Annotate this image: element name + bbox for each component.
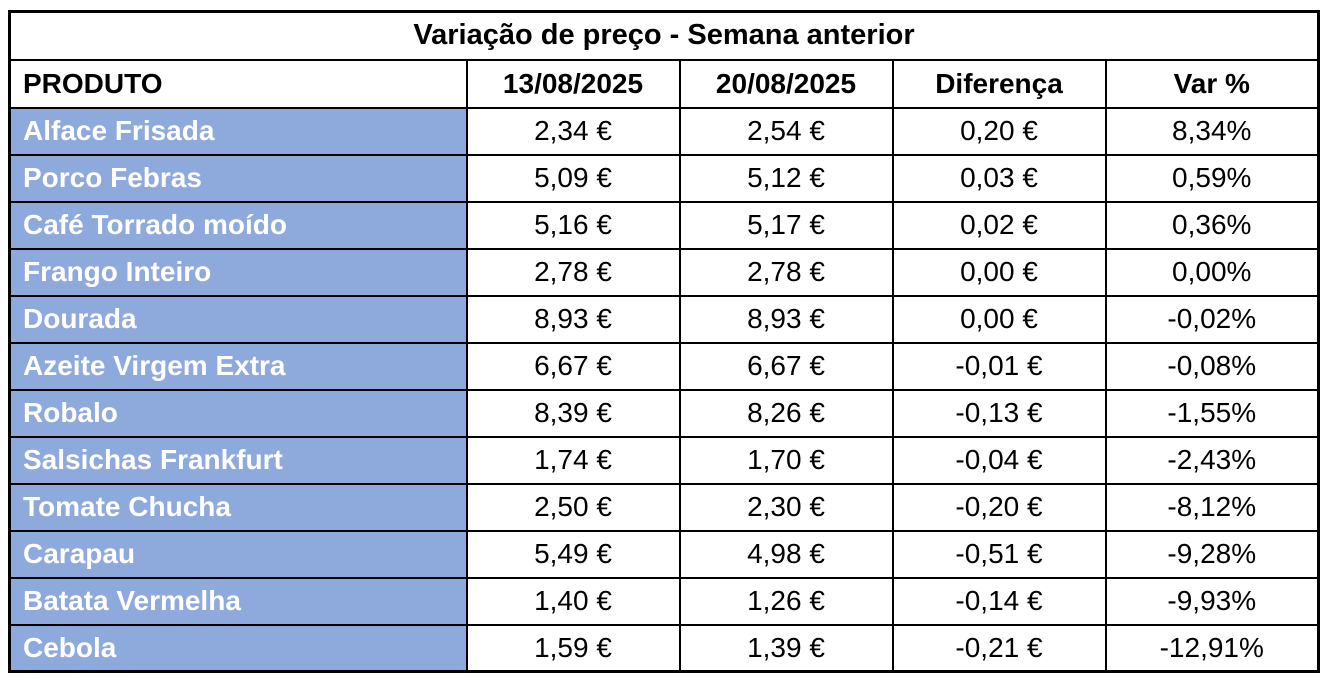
table-row: Tomate Chucha 2,50 € 2,30 € -0,20 € -8,1… [8,482,1320,532]
product-name-cell: Carapau [8,529,468,579]
difference-cell: -0,13 € [891,388,1107,438]
price-week1-cell: 5,09 € [465,153,681,203]
table-row: Carapau 5,49 € 4,98 € -0,51 € -9,28% [8,529,1320,579]
table-row: Dourada 8,93 € 8,93 € 0,00 € -0,02% [8,294,1320,344]
price-week1-cell: 1,74 € [465,435,681,485]
price-week1-cell: 2,78 € [465,247,681,297]
price-week2-cell: 2,30 € [678,482,894,532]
var-percent-cell: -0,02% [1104,294,1320,344]
table-body: Alface Frisada 2,34 € 2,54 € 0,20 € 8,34… [8,106,1320,673]
product-name-cell: Azeite Virgem Extra [8,341,468,391]
price-variation-table-container: Variação de preço - Semana anterior PROD… [8,10,1320,673]
price-variation-table: Variação de preço - Semana anterior PROD… [8,10,1320,673]
table-row: Azeite Virgem Extra 6,67 € 6,67 € -0,01 … [8,341,1320,391]
price-week1-cell: 2,50 € [465,482,681,532]
price-week2-cell: 1,26 € [678,576,894,626]
var-percent-cell: -1,55% [1104,388,1320,438]
product-name-cell: Café Torrado moído [8,200,468,250]
price-week1-cell: 2,34 € [465,106,681,156]
difference-cell: 0,00 € [891,294,1107,344]
difference-cell: -0,01 € [891,341,1107,391]
product-name-cell: Frango Inteiro [8,247,468,297]
difference-cell: 0,03 € [891,153,1107,203]
difference-cell: -0,21 € [891,623,1107,673]
product-name-cell: Batata Vermelha [8,576,468,626]
price-week1-cell: 6,67 € [465,341,681,391]
price-week2-cell: 2,78 € [678,247,894,297]
table-row: Alface Frisada 2,34 € 2,54 € 0,20 € 8,34… [8,106,1320,156]
difference-cell: 0,00 € [891,247,1107,297]
var-percent-cell: -0,08% [1104,341,1320,391]
product-name-cell: Porco Febras [8,153,468,203]
product-name-cell: Salsichas Frankfurt [8,435,468,485]
difference-cell: -0,20 € [891,482,1107,532]
table-row: Frango Inteiro 2,78 € 2,78 € 0,00 € 0,00… [8,247,1320,297]
var-percent-cell: -12,91% [1104,623,1320,673]
var-percent-cell: -2,43% [1104,435,1320,485]
difference-cell: 0,02 € [891,200,1107,250]
difference-cell: -0,51 € [891,529,1107,579]
column-header-difference: Diferença [891,58,1107,109]
product-name-cell: Dourada [8,294,468,344]
price-week1-cell: 1,59 € [465,623,681,673]
table-row: Cebola 1,59 € 1,39 € -0,21 € -12,91% [8,623,1320,673]
table-row: Salsichas Frankfurt 1,74 € 1,70 € -0,04 … [8,435,1320,485]
difference-cell: 0,20 € [891,106,1107,156]
table-header-row: PRODUTO 13/08/2025 20/08/2025 Diferença … [8,58,1320,109]
column-header-var-percent: Var % [1104,58,1320,109]
difference-cell: -0,14 € [891,576,1107,626]
price-week2-cell: 5,17 € [678,200,894,250]
column-header-date-week1: 13/08/2025 [465,58,681,109]
table-row: Café Torrado moído 5,16 € 5,17 € 0,02 € … [8,200,1320,250]
var-percent-cell: 8,34% [1104,106,1320,156]
var-percent-cell: -9,28% [1104,529,1320,579]
price-week1-cell: 5,49 € [465,529,681,579]
price-week1-cell: 5,16 € [465,200,681,250]
column-header-produto: PRODUTO [8,58,468,109]
price-week2-cell: 1,70 € [678,435,894,485]
product-name-cell: Tomate Chucha [8,482,468,532]
price-week2-cell: 8,26 € [678,388,894,438]
price-week2-cell: 1,39 € [678,623,894,673]
price-week1-cell: 8,39 € [465,388,681,438]
var-percent-cell: 0,00% [1104,247,1320,297]
table-title: Variação de preço - Semana anterior [8,10,1320,61]
price-week2-cell: 4,98 € [678,529,894,579]
var-percent-cell: -8,12% [1104,482,1320,532]
product-name-cell: Robalo [8,388,468,438]
product-name-cell: Cebola [8,623,468,673]
var-percent-cell: 0,59% [1104,153,1320,203]
table-row: Batata Vermelha 1,40 € 1,26 € -0,14 € -9… [8,576,1320,626]
column-header-date-week2: 20/08/2025 [678,58,894,109]
var-percent-cell: 0,36% [1104,200,1320,250]
var-percent-cell: -9,93% [1104,576,1320,626]
difference-cell: -0,04 € [891,435,1107,485]
price-week2-cell: 8,93 € [678,294,894,344]
table-row: Porco Febras 5,09 € 5,12 € 0,03 € 0,59% [8,153,1320,203]
table-row: Robalo 8,39 € 8,26 € -0,13 € -1,55% [8,388,1320,438]
price-week2-cell: 2,54 € [678,106,894,156]
product-name-cell: Alface Frisada [8,106,468,156]
price-week2-cell: 5,12 € [678,153,894,203]
table-title-row: Variação de preço - Semana anterior [8,10,1320,61]
price-week1-cell: 8,93 € [465,294,681,344]
price-week2-cell: 6,67 € [678,341,894,391]
price-week1-cell: 1,40 € [465,576,681,626]
